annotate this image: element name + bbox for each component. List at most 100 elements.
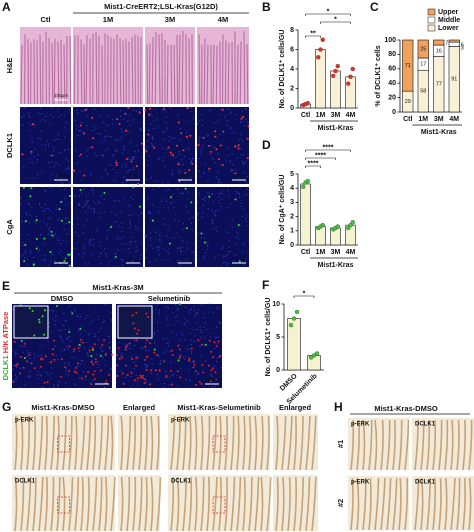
nucleus bbox=[174, 219, 176, 221]
nucleus bbox=[197, 212, 199, 214]
nucleus bbox=[187, 210, 189, 212]
nucleus bbox=[156, 321, 158, 323]
gland bbox=[126, 476, 131, 532]
nucleus bbox=[232, 172, 235, 175]
stained-cell bbox=[219, 354, 222, 357]
nucleus bbox=[69, 340, 72, 342]
nucleus bbox=[72, 225, 74, 227]
nucleus bbox=[125, 181, 127, 183]
nucleus bbox=[115, 374, 117, 376]
nucleus bbox=[37, 355, 40, 357]
stained-cell bbox=[146, 339, 149, 342]
nucleus bbox=[113, 221, 116, 223]
nucleus bbox=[246, 193, 249, 195]
nucleus bbox=[44, 203, 46, 205]
nucleus bbox=[51, 309, 53, 312]
significance-bracket bbox=[305, 165, 321, 168]
nucleus bbox=[169, 107, 171, 109]
nucleus bbox=[63, 324, 65, 326]
nucleus bbox=[202, 198, 204, 201]
nucleus bbox=[104, 170, 106, 172]
nucleus bbox=[164, 352, 166, 354]
nucleus bbox=[186, 320, 189, 322]
nucleus bbox=[247, 239, 249, 241]
nucleus bbox=[189, 348, 191, 350]
nucleus bbox=[115, 148, 117, 151]
gland bbox=[212, 476, 218, 532]
value-label: 6 bbox=[461, 43, 464, 49]
nucleus bbox=[176, 261, 178, 263]
row-label-part: H/K ATPase bbox=[1, 312, 10, 354]
nucleus bbox=[67, 348, 69, 350]
nucleus bbox=[156, 304, 158, 306]
data-point bbox=[305, 178, 310, 184]
data-point bbox=[305, 100, 310, 106]
nucleus bbox=[199, 153, 202, 155]
nucleus bbox=[148, 138, 151, 140]
stained-cell bbox=[93, 370, 96, 373]
nucleus bbox=[92, 238, 94, 240]
nucleus bbox=[103, 121, 105, 123]
nucleus bbox=[216, 336, 218, 338]
stained-cell bbox=[15, 364, 18, 367]
nucleus bbox=[96, 227, 98, 229]
scale-bar-label: 100μm bbox=[54, 256, 68, 261]
stained-cell bbox=[39, 357, 42, 360]
nucleus bbox=[148, 129, 150, 131]
nucleus bbox=[120, 211, 123, 213]
nucleus bbox=[48, 309, 50, 311]
stained-cell bbox=[162, 108, 165, 111]
nucleus bbox=[127, 204, 129, 206]
nucleus bbox=[166, 116, 168, 118]
nucleus bbox=[181, 304, 183, 306]
nucleus bbox=[32, 256, 34, 259]
nucleus bbox=[74, 119, 76, 121]
stained-cell bbox=[143, 381, 146, 384]
gland bbox=[248, 415, 252, 471]
nucleus bbox=[38, 249, 41, 251]
nucleus bbox=[65, 371, 67, 373]
nucleus bbox=[46, 223, 48, 225]
stained-cell bbox=[176, 144, 179, 147]
nucleus bbox=[31, 177, 33, 179]
nucleus bbox=[88, 241, 90, 243]
stained-cell bbox=[188, 169, 191, 172]
stained-cell bbox=[92, 348, 95, 351]
stained-cell bbox=[35, 247, 38, 250]
nucleus bbox=[19, 116, 21, 118]
stained-cell bbox=[104, 354, 107, 357]
nucleus bbox=[53, 310, 55, 312]
stained-cell bbox=[99, 354, 102, 357]
nucleus bbox=[228, 246, 230, 249]
nucleus bbox=[59, 165, 61, 167]
nucleus bbox=[207, 180, 209, 182]
nucleus bbox=[202, 119, 204, 121]
nucleus bbox=[157, 229, 159, 231]
nucleus bbox=[204, 237, 206, 239]
stained-cell bbox=[23, 342, 26, 345]
stained-cell bbox=[118, 123, 121, 126]
nucleus bbox=[41, 143, 43, 146]
gland bbox=[398, 419, 403, 471]
nucleus bbox=[129, 227, 131, 229]
nucleus bbox=[151, 358, 153, 360]
nucleus bbox=[221, 193, 224, 195]
gland bbox=[26, 476, 32, 532]
nucleus bbox=[79, 130, 81, 132]
nucleus bbox=[191, 159, 193, 161]
nucleus bbox=[228, 240, 231, 242]
nucleus bbox=[182, 222, 185, 224]
gland bbox=[242, 415, 246, 471]
stained-cell bbox=[188, 359, 191, 362]
nucleus bbox=[79, 333, 81, 335]
nucleus bbox=[165, 316, 168, 318]
nucleus bbox=[209, 336, 211, 338]
nucleus bbox=[37, 251, 39, 253]
nucleus bbox=[241, 140, 243, 142]
nucleus bbox=[20, 255, 22, 257]
stained-cell bbox=[130, 160, 133, 163]
stained-cell bbox=[108, 373, 111, 376]
nucleus bbox=[50, 372, 52, 374]
nucleus bbox=[230, 169, 233, 171]
nucleus bbox=[77, 372, 79, 375]
